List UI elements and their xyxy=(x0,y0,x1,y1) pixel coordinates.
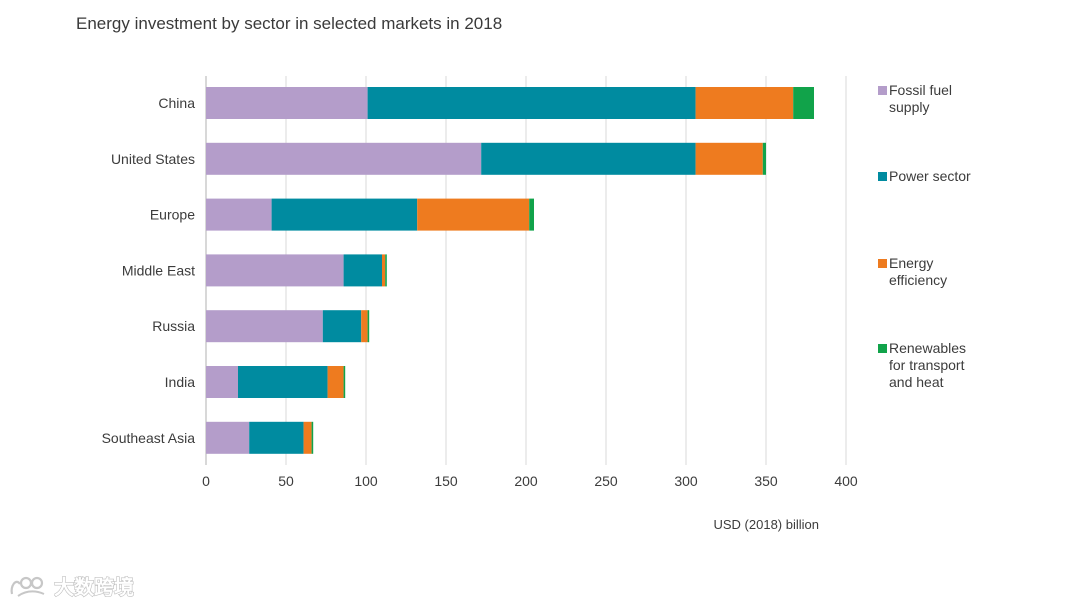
category-label-southeast-asia: Southeast Asia xyxy=(102,430,196,446)
bar-india-fossil-fuel-supply xyxy=(206,366,238,398)
bar-russia-renewables-for-transport-and-heat xyxy=(367,310,370,343)
x-axis-label: USD (2018) billion xyxy=(714,517,820,532)
category-labels: China United States Europe Middle East Russi… xyxy=(102,95,196,446)
x-tick-label-350: 350 xyxy=(754,473,778,489)
category-label-united-states: United States xyxy=(111,151,195,167)
bar-russia-energy-efficiency xyxy=(361,310,368,343)
category-label-india: India xyxy=(165,374,196,390)
category-label-russia: Russia xyxy=(152,318,195,334)
bar-southeast-asia-renewables-for-transport-and-heat xyxy=(311,421,314,454)
bar-united-states-power-sector xyxy=(481,142,696,175)
x-tick-label-200: 200 xyxy=(514,473,538,489)
legend-swatch-fossil-fuel-supply xyxy=(878,86,887,95)
x-tick-label-300: 300 xyxy=(674,473,698,489)
x-tick-label-400: 400 xyxy=(834,473,858,489)
bar-india-energy-efficiency xyxy=(327,366,344,398)
bar-united-states-energy-efficiency xyxy=(695,142,763,175)
legend-label-power-sector-line-1: Power sector xyxy=(889,168,971,184)
x-tick-label-250: 250 xyxy=(594,473,618,489)
x-tick-label-100: 100 xyxy=(354,473,378,489)
watermark-logo-icon xyxy=(10,576,45,597)
bar-middle-east-power-sector xyxy=(343,254,382,287)
bar-china-fossil-fuel-supply xyxy=(206,87,368,119)
bar-europe-power-sector xyxy=(271,198,418,231)
bar-china-power-sector xyxy=(367,87,696,119)
legend-label-energy-efficiency-line-2: efficiency xyxy=(889,272,947,288)
category-label-china: China xyxy=(158,95,195,111)
bar-middle-east-renewables-for-transport-and-heat xyxy=(385,254,387,287)
bar-china-renewables-for-transport-and-heat xyxy=(793,87,814,119)
bar-middle-east-fossil-fuel-supply xyxy=(206,254,344,287)
legend-swatch-energy-efficiency xyxy=(878,259,887,268)
bar-russia-fossil-fuel-supply xyxy=(206,310,323,343)
bar-southeast-asia-fossil-fuel-supply xyxy=(206,421,250,454)
legend-swatch-renewables-for-transport-and-heat xyxy=(878,344,887,353)
category-label-middle-east: Middle East xyxy=(122,262,195,278)
chart-title: Energy investment by sector in selected … xyxy=(76,14,503,33)
bars-layer xyxy=(206,87,814,454)
legend-label-renewables-for-transport-and-heat-line-3: and heat xyxy=(889,374,944,390)
legend-label-fossil-fuel-supply-line-1: Fossil fuel xyxy=(889,82,952,98)
bar-india-renewables-for-transport-and-heat xyxy=(343,366,346,398)
bar-europe-renewables-for-transport-and-heat xyxy=(529,198,534,231)
x-tick-label-0: 0 xyxy=(202,473,210,489)
bar-europe-fossil-fuel-supply xyxy=(206,198,272,231)
bar-china-energy-efficiency xyxy=(695,87,794,119)
legend-label-fossil-fuel-supply-line-2: supply xyxy=(889,99,929,115)
x-tick-label-150: 150 xyxy=(434,473,458,489)
bar-india-power-sector xyxy=(238,366,328,398)
bar-europe-energy-efficiency xyxy=(417,198,530,231)
watermark-text-svg: 大数跨境 xyxy=(54,574,135,599)
x-tick-label-50: 50 xyxy=(278,473,294,489)
bar-middle-east-energy-efficiency xyxy=(382,254,386,287)
bar-united-states-fossil-fuel-supply xyxy=(206,142,482,175)
legend-swatch-power-sector xyxy=(878,172,887,181)
legend-label-renewables-for-transport-and-heat-line-2: for transport xyxy=(889,357,965,373)
watermark-text: 大数跨境 xyxy=(54,575,134,599)
bar-united-states-renewables-for-transport-and-heat xyxy=(762,142,766,175)
bar-southeast-asia-energy-efficiency xyxy=(303,421,312,454)
category-label-europe: Europe xyxy=(150,207,195,223)
bar-southeast-asia-power-sector xyxy=(249,421,304,454)
bar-russia-power-sector xyxy=(322,310,362,343)
watermark: 大数跨境 xyxy=(8,572,150,602)
legend-label-renewables-for-transport-and-heat-line-1: Renewables xyxy=(889,340,966,356)
x-tick-labels: 0 50 100 150 200 250 300 350 400 xyxy=(202,473,858,489)
legend-label-energy-efficiency-line-1: Energy xyxy=(889,255,933,271)
